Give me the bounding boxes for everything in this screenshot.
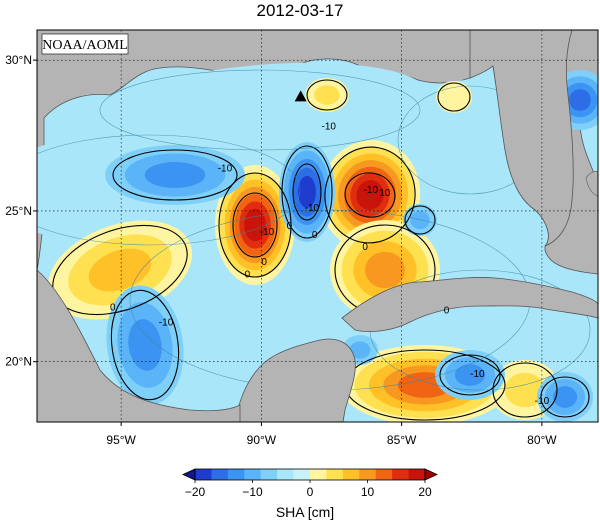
colorbar-swatch (342, 469, 360, 480)
contour-cold-northwest (112, 149, 238, 201)
contour-zero-southeast (492, 362, 558, 418)
colorbar-tick-label: 20 (418, 485, 432, 499)
bahamas-land (585, 170, 598, 197)
cold-eddy-northwest (105, 145, 245, 205)
contour-cold-central-inner (292, 163, 322, 221)
contour-label: 0 (312, 230, 318, 241)
colorbar-swatch (326, 469, 344, 480)
contour-zero-northeast (437, 82, 471, 112)
colorbar-label: SHA [cm] (276, 504, 334, 520)
graticule (37, 30, 598, 422)
colorbar-under-arrow (182, 468, 196, 481)
contour-warm-loop-inner (232, 192, 278, 258)
colorbar-swatch (277, 469, 294, 480)
thin-contour-1 (99, 69, 421, 151)
cold-eddy-southwest (106, 285, 184, 405)
contour-cold-southwest (110, 289, 180, 401)
thin-contour-0 (37, 134, 301, 246)
contour-cold-southeast (540, 376, 590, 418)
colorbar-tick-label: −10 (242, 485, 263, 499)
colorbar-tick-label: 10 (361, 485, 375, 499)
contour-label: -10 (535, 396, 550, 407)
florida-land (469, 30, 574, 247)
longitude-ticks: 95°W 90°W 85°W 80°W (106, 422, 557, 447)
contour-warm-central (324, 146, 416, 244)
warm-eddy-north (305, 78, 349, 112)
contour-label: 0 (261, 257, 267, 268)
lat-tick-label: 30°N (5, 53, 32, 67)
credit-text: NOAA/AOML (42, 38, 128, 53)
contour-label: -10 (470, 369, 485, 380)
colorbar: −20 −10 0 10 20 (182, 468, 438, 499)
contour-label: 0 (444, 305, 450, 316)
contour-label: -10 (159, 318, 174, 329)
lon-tick-label: 95°W (106, 433, 136, 447)
latitude-ticks: 30°N 25°N 20°N (5, 53, 37, 369)
colorbar-swatch (244, 469, 262, 480)
colorbar-swatch (392, 469, 409, 480)
contour-warm-central-inner (344, 172, 396, 218)
colorbar-swatch (227, 469, 245, 480)
cold-eddy-central (279, 142, 335, 242)
contour-label: -10 (321, 122, 336, 133)
lat-tick-label: 20°N (5, 355, 32, 369)
contour-label: 0 (362, 242, 368, 253)
contour-label: -10 (364, 185, 379, 196)
colorbar-swatch (359, 469, 377, 480)
colorbar-swatch (195, 469, 212, 480)
cold-eddy-southeast (537, 372, 593, 422)
map-title: 2012-03-17 (256, 1, 344, 20)
mexico-coast-land (37, 269, 241, 422)
contour-cold-east (404, 205, 436, 235)
contour-label: 10 (379, 188, 391, 199)
yucatan-land (234, 338, 356, 422)
contour-label: 0 (245, 269, 251, 280)
colorbar-swatch (408, 469, 426, 480)
contour-label: -10 (260, 227, 275, 238)
contour-label: 0 (287, 221, 293, 232)
contour-cold-central (281, 145, 333, 239)
lat-tick-label: 25°N (5, 204, 32, 218)
lon-tick-label: 85°W (387, 433, 417, 447)
contour-label: 0 (110, 302, 116, 313)
colorbar-tick-label: −20 (185, 485, 206, 499)
colorbar-over-arrow (424, 468, 438, 481)
credit-box (41, 33, 129, 55)
contour-label: -10 (305, 203, 320, 214)
contour-zero-north (306, 79, 348, 111)
lon-tick-label: 80°W (527, 433, 557, 447)
colorbar-swatch (211, 469, 229, 480)
colorbar-swatch (260, 469, 278, 480)
colorbar-swatch (310, 469, 327, 480)
colorbar-swatch (293, 469, 311, 480)
lon-tick-label: 90°W (247, 433, 277, 447)
station-marker-triangle-icon (294, 90, 307, 102)
contour-label: -10 (218, 164, 233, 175)
colorbar-swatch (375, 469, 393, 480)
map-frame (36, 29, 599, 423)
colorbar-tick-label: 0 (307, 485, 314, 499)
